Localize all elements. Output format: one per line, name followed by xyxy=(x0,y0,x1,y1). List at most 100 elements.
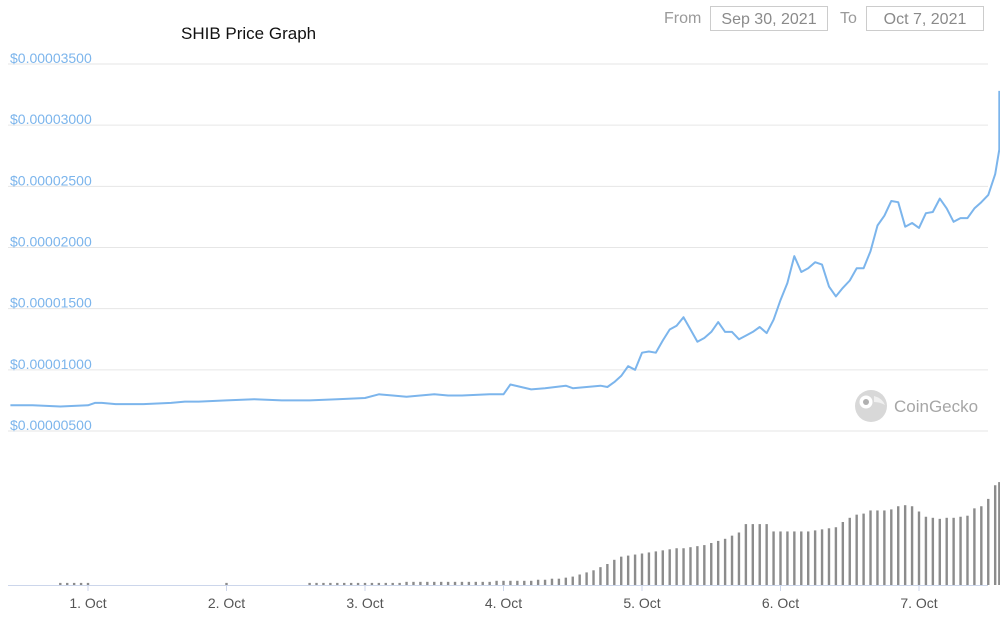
volume-bar xyxy=(349,582,353,585)
x-tick-label: 7. Oct xyxy=(900,595,937,611)
x-tick-label: 1. Oct xyxy=(69,595,106,611)
x-tick-label: 4. Oct xyxy=(485,595,522,611)
to-label: To xyxy=(840,10,857,27)
volume-bar xyxy=(633,554,637,585)
gecko-beak xyxy=(874,396,885,405)
volume-bar xyxy=(793,531,796,585)
volume-bar xyxy=(59,582,62,585)
volume-bar xyxy=(675,548,678,585)
volume-bar xyxy=(661,550,664,585)
volume-bar xyxy=(343,582,346,585)
volume-bar xyxy=(308,582,311,585)
volume-bar xyxy=(488,581,491,585)
volume-bar xyxy=(744,524,748,585)
volume-bar xyxy=(557,578,561,585)
volume-bar xyxy=(910,506,914,585)
volume-bar xyxy=(716,540,720,585)
volume-bar xyxy=(516,580,519,585)
volume-bar xyxy=(398,582,401,585)
volume-bar xyxy=(571,576,574,585)
volume-bar xyxy=(72,582,76,585)
volume-bar xyxy=(439,581,443,585)
volume-bar xyxy=(938,518,941,585)
volume-bar xyxy=(779,531,782,585)
volume-bar xyxy=(606,564,609,585)
watermark-text: CoinGecko xyxy=(894,397,978,416)
price-line xyxy=(10,90,1000,408)
volume-bar xyxy=(772,531,775,585)
volume-bar xyxy=(848,517,851,585)
volume-bar xyxy=(903,505,907,585)
volume-bar xyxy=(626,555,630,585)
volume-bar xyxy=(737,532,741,585)
x-tick-label: 2. Oct xyxy=(208,595,245,611)
x-tick-label: 6. Oct xyxy=(762,595,799,611)
volume-bar xyxy=(841,522,845,585)
volume-bar xyxy=(391,582,394,585)
volume-bar xyxy=(855,514,858,585)
volume-bar xyxy=(820,529,824,585)
volume-bar xyxy=(446,581,450,585)
volume-bar xyxy=(495,580,498,585)
y-tick-label: $0.00000500 xyxy=(10,417,92,433)
volume-bar xyxy=(640,553,644,585)
volume-bar xyxy=(966,515,969,585)
volume-bar xyxy=(419,581,422,585)
volume-bar xyxy=(807,531,810,585)
volume-bar xyxy=(474,581,477,585)
volume-bar xyxy=(998,482,1000,585)
volume-bar xyxy=(336,582,339,585)
y-tick-label: $0.00002000 xyxy=(10,234,92,250)
from-date-input[interactable]: Sep 30, 2021 xyxy=(710,6,828,31)
to-date-input[interactable]: Oct 7, 2021 xyxy=(866,6,984,31)
volume-bar xyxy=(668,549,671,585)
volume-bar xyxy=(412,581,415,585)
volume-bar xyxy=(453,581,457,585)
volume-bar xyxy=(973,508,976,585)
volume-bar xyxy=(890,509,893,585)
volume-bar xyxy=(869,510,872,585)
y-tick-label: $0.00003000 xyxy=(10,111,92,127)
volume-bar xyxy=(322,582,325,585)
volume-bar xyxy=(543,579,547,585)
volume-bar xyxy=(696,546,699,585)
volume-bar xyxy=(689,547,692,585)
volume-bar xyxy=(703,545,706,585)
volume-bar xyxy=(564,577,568,585)
volume-bar xyxy=(654,551,658,585)
x-tick-label: 5. Oct xyxy=(623,595,660,611)
volume-bar xyxy=(433,581,436,585)
volume-bar xyxy=(980,506,983,585)
volume-bar xyxy=(924,516,928,585)
volume-bar xyxy=(523,580,526,585)
volume-bar xyxy=(620,556,623,585)
volume-bar xyxy=(599,567,602,585)
volume-bar xyxy=(730,535,734,585)
volume-bar xyxy=(987,498,990,585)
x-tick-label: 3. Oct xyxy=(346,595,383,611)
volume-bar xyxy=(426,581,429,585)
volume-bar xyxy=(384,582,387,585)
gecko-eye-inner xyxy=(863,399,869,405)
volume-bar xyxy=(86,582,90,585)
volume-bar xyxy=(405,581,408,585)
volume-bar xyxy=(682,548,685,585)
volume-bar xyxy=(952,517,955,585)
volume-bar xyxy=(585,572,588,585)
volume-bar xyxy=(862,513,865,585)
volume-bar xyxy=(502,580,505,585)
coingecko-watermark: CoinGecko xyxy=(855,390,978,422)
volume-bar xyxy=(751,524,754,585)
volume-bar xyxy=(931,517,935,585)
volume-bar xyxy=(800,531,803,585)
volume-bar xyxy=(578,574,581,585)
volume-bar xyxy=(723,538,727,585)
chart-title: SHIB Price Graph xyxy=(181,24,317,43)
volume-bar xyxy=(363,582,367,585)
y-tick-label: $0.00002500 xyxy=(10,172,92,188)
y-tick-label: $0.00003500 xyxy=(10,50,92,66)
y-tick-label: $0.00001000 xyxy=(10,356,92,372)
volume-bar xyxy=(377,582,381,585)
volume-bar xyxy=(876,510,879,585)
